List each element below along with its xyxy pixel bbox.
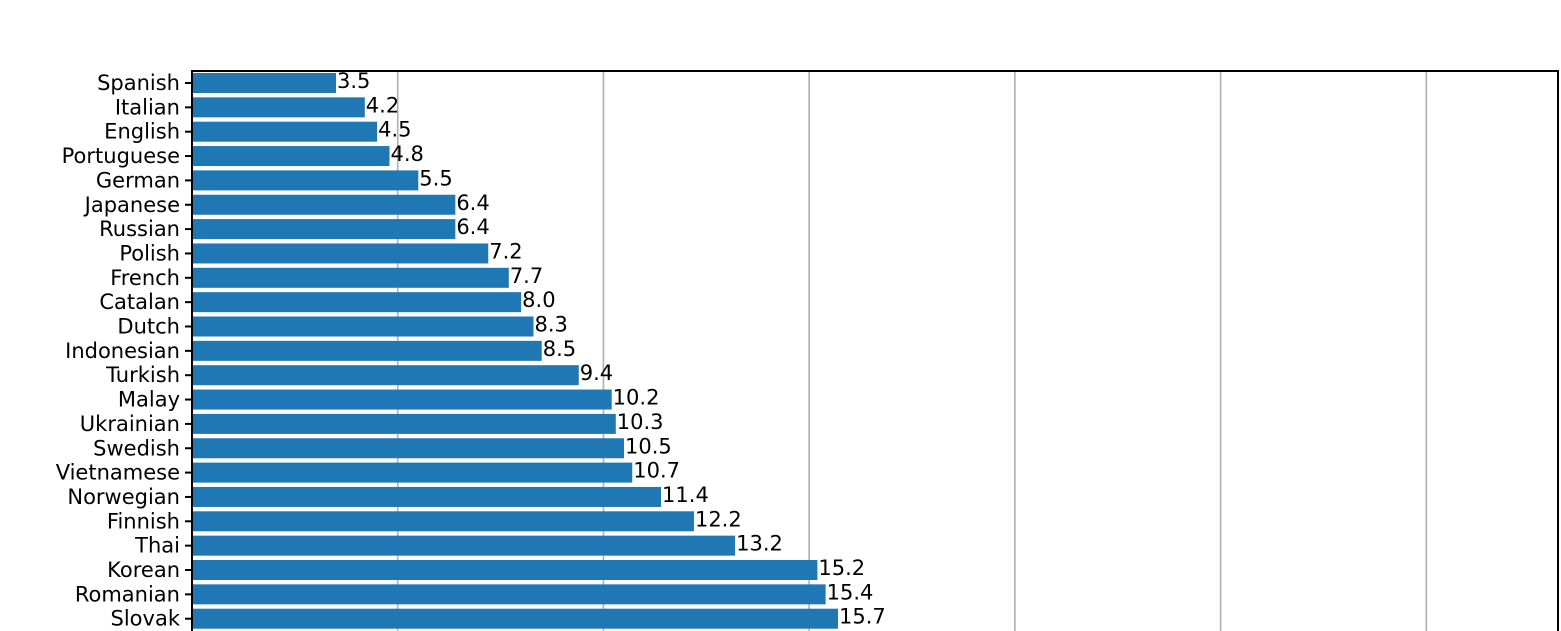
bar-value-label: 12.2 [695, 507, 742, 531]
y-tick-label: Polish [119, 241, 180, 265]
bar [192, 219, 456, 240]
bar-value-label: 10.5 [625, 434, 672, 458]
bar-value-label: 10.3 [617, 410, 664, 434]
y-tick-label: Vietnamese [56, 461, 180, 485]
y-axis-ticks: SpanishItalianEnglishPortugueseGermanJap… [56, 71, 192, 631]
bar [192, 560, 818, 580]
bar [192, 608, 838, 629]
bar-value-label: 8.5 [543, 337, 576, 361]
y-tick-label: Turkish [105, 363, 180, 387]
bar [192, 170, 419, 191]
y-tick-label: Spanish [97, 71, 180, 95]
bar-value-label: 8.3 [535, 313, 568, 337]
bar-value-label: 6.4 [456, 215, 489, 239]
y-tick-label: Portuguese [62, 144, 180, 168]
y-tick-label: Korean [107, 558, 180, 582]
bar-value-label: 11.4 [662, 483, 709, 507]
y-tick-label: Dutch [117, 315, 180, 339]
y-tick-label: Malay [118, 388, 180, 412]
y-tick-label: Japanese [83, 193, 180, 217]
bar [192, 462, 633, 483]
bar-value-label: 4.5 [378, 118, 411, 142]
bar [192, 267, 509, 288]
y-tick-label: English [104, 120, 180, 144]
y-tick-label: Finnish [107, 509, 180, 533]
y-tick-label: Norwegian [67, 485, 180, 509]
bar-value-label: 6.4 [456, 191, 489, 215]
bar-value-label: 10.7 [633, 459, 680, 483]
bar [192, 121, 378, 142]
bar [192, 486, 662, 507]
plot-area-frame [191, 70, 1559, 631]
bar-value-label: 7.7 [510, 264, 543, 288]
y-tick-label: Italian [115, 95, 180, 119]
bar-value-label: 8.0 [522, 288, 555, 312]
bar [192, 511, 694, 532]
bar-value-label: 7.2 [489, 239, 522, 263]
bar-value-label: 10.2 [613, 386, 660, 410]
y-tick-label: Swedish [93, 436, 180, 460]
bar-value-label: 3.5 [337, 69, 370, 93]
bar-value-label: 4.2 [366, 93, 399, 117]
bar [192, 146, 390, 167]
y-tick-label: Romanian [75, 582, 180, 606]
bar-value-label: 4.8 [390, 142, 423, 166]
y-tick-label: German [96, 168, 180, 192]
bar [192, 535, 736, 556]
y-tick-label: Ukrainian [80, 412, 180, 436]
bar-value-label: 13.2 [736, 532, 783, 556]
bar-value-label: 15.4 [827, 580, 874, 604]
bar-value-label: 9.4 [580, 361, 613, 385]
bars [192, 73, 838, 629]
bar-value-label: 15.2 [818, 556, 865, 580]
bar [192, 243, 489, 264]
bar [192, 438, 625, 459]
y-tick-label: Catalan [99, 290, 180, 314]
y-tick-label: Slovak [111, 607, 181, 631]
bar-value-label: 15.7 [839, 605, 886, 629]
bar-value-label: 5.5 [419, 166, 452, 190]
bar [192, 413, 616, 434]
y-tick-label: Russian [99, 217, 180, 241]
bar [192, 365, 579, 386]
bar [192, 194, 456, 215]
y-tick-label: Thai [134, 534, 180, 558]
y-tick-label: French [110, 266, 180, 290]
bar [192, 340, 542, 361]
y-tick-label: Indonesian [65, 339, 180, 363]
bar [192, 316, 534, 337]
bar [192, 73, 337, 93]
bar [192, 292, 522, 313]
data-labels: 3.54.24.54.85.56.46.47.27.78.08.38.59.41… [337, 69, 886, 629]
bar [192, 389, 612, 410]
bar [192, 97, 365, 118]
bar [192, 584, 826, 605]
